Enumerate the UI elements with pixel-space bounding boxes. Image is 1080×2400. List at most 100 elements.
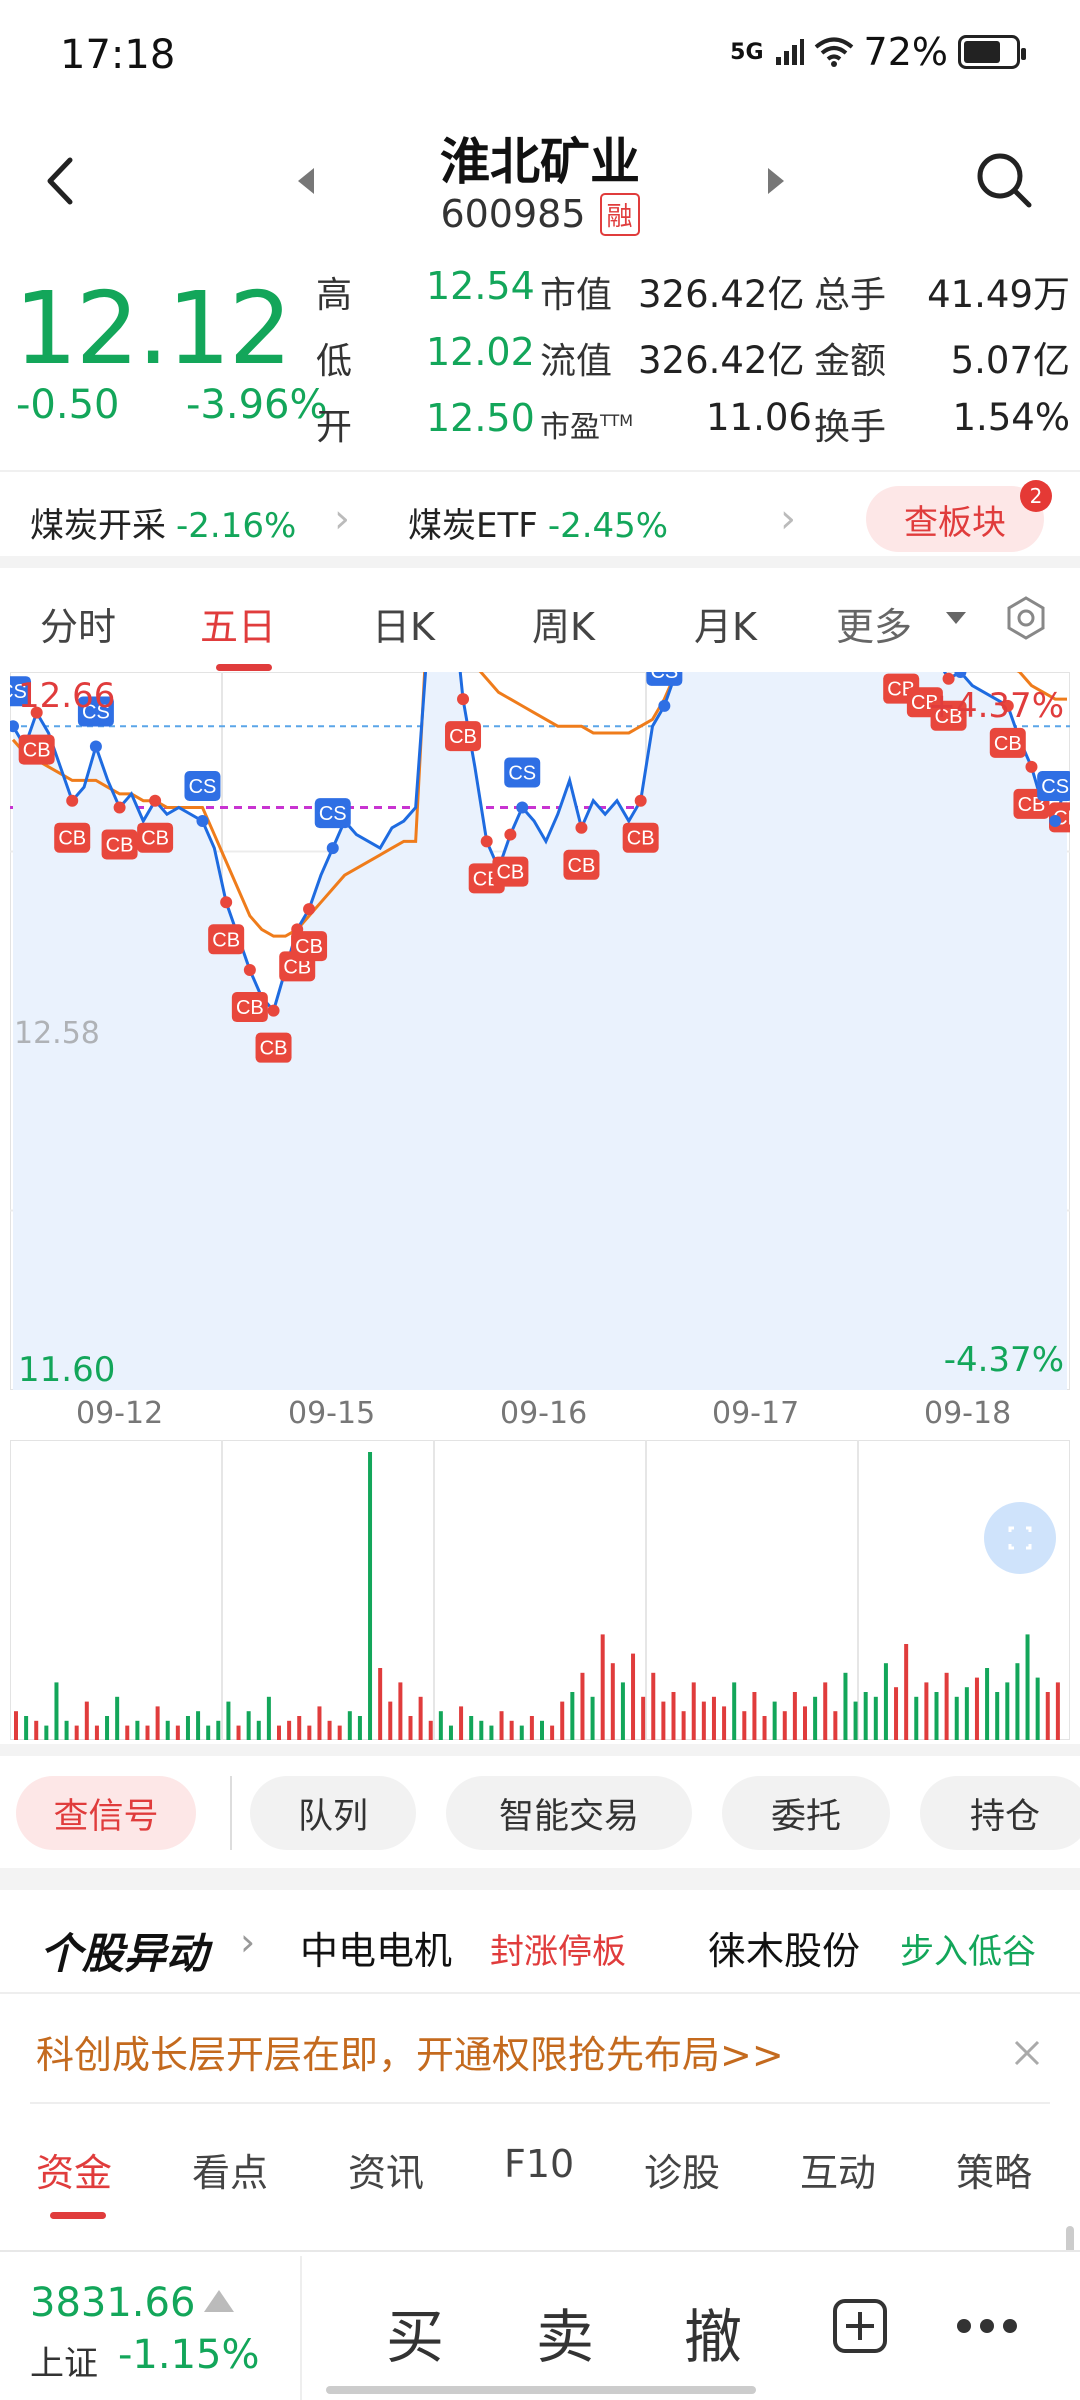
sell-signal-marker[interactable]: CS: [77, 696, 114, 753]
tab-daily-k[interactable]: 日K: [372, 605, 435, 649]
search-icon[interactable]: [974, 150, 1034, 210]
tab-news[interactable]: 资讯: [348, 2151, 425, 2195]
tab-funds[interactable]: 资金: [36, 2151, 113, 2195]
buy-signal-marker[interactable]: CB: [291, 903, 328, 962]
check-signal-button[interactable]: 查信号: [16, 1776, 196, 1850]
status-icons: 5G 72%: [730, 30, 1026, 74]
tab-f10[interactable]: F10: [504, 2142, 575, 2186]
buy-signal-marker[interactable]: CB: [18, 706, 55, 765]
buy-signal-marker[interactable]: CB: [492, 828, 529, 887]
sell-signal-marker[interactable]: CS: [10, 676, 31, 733]
buy-signal-marker[interactable]: CB: [101, 801, 138, 860]
y-axis-top-label: 12.66: [18, 676, 116, 716]
volume-bar: [428, 1720, 433, 1740]
buy-signal-marker[interactable]: CB: [255, 1004, 292, 1063]
volume-bar: [327, 1720, 332, 1740]
volume-bar: [185, 1716, 190, 1740]
close-icon[interactable]: [1012, 2038, 1042, 2068]
volume-bar: [448, 1725, 453, 1740]
index-pct: -1.15%: [118, 2332, 260, 2378]
volume-bar: [226, 1701, 231, 1740]
add-icon[interactable]: [832, 2298, 888, 2354]
expand-icon[interactable]: [984, 1502, 1056, 1574]
volume-bar: [74, 1725, 79, 1740]
tab-five-day[interactable]: 五日: [200, 605, 277, 649]
buy-signal-marker[interactable]: CB: [231, 964, 268, 1023]
scrollbar[interactable]: [1066, 2226, 1074, 2256]
stock-name: 淮北矿业: [440, 133, 640, 191]
volume-bar: [620, 1682, 625, 1740]
volume-bar: [529, 1716, 534, 1740]
volume-bar: [701, 1701, 706, 1740]
dropdown-icon[interactable]: [944, 610, 968, 626]
chevron-right-icon: ›: [240, 1920, 256, 1964]
volume-bar: [388, 1701, 393, 1740]
svg-text:CB: CB: [236, 997, 264, 1019]
buy-signal-marker[interactable]: CB: [930, 672, 967, 731]
volume-bar: [1035, 1677, 1040, 1740]
orders-button[interactable]: 委托: [722, 1776, 890, 1850]
queue-button[interactable]: 队列: [250, 1776, 416, 1850]
tab-diagnosis[interactable]: 诊股: [644, 2151, 721, 2195]
tab-monthly-k[interactable]: 月K: [694, 605, 757, 649]
volume-bar: [600, 1634, 605, 1740]
volume-chart[interactable]: [10, 1440, 1070, 1740]
index-value[interactable]: 3831.66: [30, 2280, 196, 2326]
tab-intraday[interactable]: 分时: [40, 605, 117, 649]
volume-bar: [287, 1720, 292, 1740]
volume-bar: [246, 1711, 251, 1740]
back-icon[interactable]: [42, 156, 78, 206]
volume-bar: [297, 1716, 302, 1740]
volume-bar: [408, 1716, 413, 1740]
stock-movement-brand[interactable]: 个股异动: [40, 1929, 209, 1978]
news-stock-name[interactable]: 徕木股份: [708, 1929, 861, 1973]
volume-bar: [671, 1692, 676, 1740]
price-chart[interactable]: CBCBCBCBCBCBCBCBCBCBCBCBCBCBCBCBCBCBCBCB…: [10, 672, 1070, 1390]
sell-signal-marker[interactable]: CS: [184, 771, 221, 828]
next-stock-icon[interactable]: [764, 166, 788, 196]
section-separator: [0, 556, 1080, 568]
tab-more[interactable]: 更多: [836, 605, 913, 649]
sell-button[interactable]: 卖: [536, 2303, 595, 2371]
cancel-order-button[interactable]: 撤: [684, 2303, 743, 2371]
sector-coal-etf[interactable]: 煤炭ETF -2.45%: [408, 498, 668, 547]
sell-signal-marker[interactable]: CS: [942, 672, 978, 678]
sell-signal-marker[interactable]: CS: [314, 798, 351, 855]
news-stock-name[interactable]: 中电电机: [300, 1929, 453, 1973]
tab-interaction[interactable]: 互动: [800, 2151, 877, 2195]
promo-banner[interactable]: 科创成长层开层在即，开通权限抢先布局>>: [36, 2033, 784, 2077]
volume-bar: [560, 1701, 565, 1740]
buy-signal-marker[interactable]: CB: [208, 896, 245, 955]
positions-button[interactable]: 持仓: [920, 1776, 1080, 1850]
tab-weekly-k[interactable]: 周K: [532, 605, 595, 649]
buy-signal-marker[interactable]: CB: [54, 794, 91, 853]
sell-signal-marker[interactable]: CS: [646, 672, 683, 712]
svg-text:CB: CB: [496, 862, 524, 884]
volume-bar: [307, 1725, 312, 1740]
margin-badge: 融: [599, 192, 640, 236]
svg-text:CB: CB: [449, 726, 477, 748]
smart-trade-button[interactable]: 智能交易: [446, 1776, 692, 1850]
settings-icon[interactable]: [1002, 594, 1050, 642]
battery-text: 72%: [863, 30, 948, 74]
prev-stock-icon[interactable]: [294, 166, 318, 196]
sector-coal-mining[interactable]: 煤炭开采 -2.16%: [30, 498, 296, 547]
more-icon[interactable]: [954, 2316, 1020, 2336]
buy-signal-marker[interactable]: CB: [622, 794, 659, 853]
volume-bar: [732, 1682, 737, 1740]
buy-signal-marker[interactable]: CB: [563, 821, 600, 880]
volume-bar: [985, 1668, 990, 1740]
tab-strategy[interactable]: 策略: [956, 2151, 1033, 2195]
find-block-button[interactable]: 查板块: [866, 486, 1044, 552]
buy-signal-marker[interactable]: CB: [989, 699, 1026, 758]
sell-signal-marker[interactable]: CS: [504, 757, 541, 814]
volume-bar: [64, 1720, 69, 1740]
sell-signal-marker[interactable]: CS: [1037, 771, 1070, 828]
buy-signal-marker[interactable]: CB: [137, 794, 174, 853]
buy-signal-marker[interactable]: CB: [445, 693, 482, 752]
turnover-value: 1.54%: [952, 396, 1070, 439]
buy-button[interactable]: 买: [386, 2303, 445, 2371]
tab-highlights[interactable]: 看点: [192, 2151, 269, 2195]
volume-bar: [894, 1687, 899, 1740]
chevron-right-icon: ›: [780, 496, 796, 542]
